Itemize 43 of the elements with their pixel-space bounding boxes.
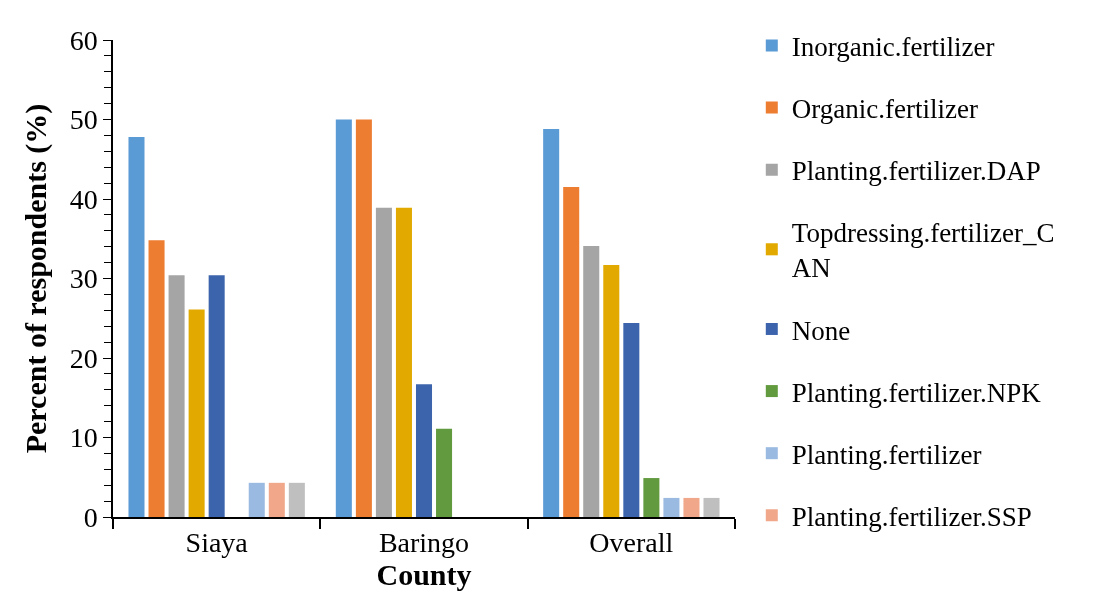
bar <box>395 207 412 517</box>
x-tick-label: Siaya <box>185 527 249 559</box>
bar <box>148 240 165 517</box>
y-tick-label: 50 <box>69 104 98 136</box>
bar <box>128 136 145 517</box>
bar <box>355 119 372 517</box>
bar <box>375 207 392 517</box>
y-tick-label: 40 <box>69 183 98 215</box>
x-tick-label: Overall <box>589 527 674 559</box>
bar <box>543 129 560 517</box>
bar <box>683 497 700 517</box>
bar <box>335 119 352 517</box>
bar <box>703 497 720 517</box>
bar <box>415 384 433 517</box>
y-tick-label: 20 <box>69 342 98 374</box>
bar <box>663 497 680 517</box>
y-tick-label: 0 <box>83 501 98 533</box>
legend-label: Topdressing.fertilizer_CAN <box>791 218 1055 284</box>
y-tick-label: 10 <box>69 422 98 454</box>
bar <box>208 275 225 517</box>
legend-label: Planting.fertilizer.NPK <box>791 377 1042 408</box>
bar <box>583 245 600 517</box>
y-axis-title: Percent of respondents (%) <box>19 103 54 454</box>
bar <box>168 275 185 517</box>
y-tick-label: 30 <box>69 263 98 295</box>
x-axis-title: County <box>376 558 472 592</box>
y-tick-label: 60 <box>69 24 98 56</box>
bar <box>436 428 453 517</box>
bar <box>268 482 285 517</box>
bar <box>188 309 205 517</box>
legend-label: Inorganic.fertilizer <box>791 32 995 62</box>
legend-label: Planting.fertilizer.SSP <box>791 501 1032 532</box>
bar <box>603 264 620 517</box>
bar <box>623 323 640 517</box>
bar <box>248 482 265 517</box>
x-tick-label: Baringo <box>378 527 470 559</box>
legend-label: Planting.fertilizer <box>791 439 982 470</box>
bar <box>563 187 580 517</box>
bar <box>288 482 305 517</box>
bar <box>643 478 660 517</box>
legend-label: Planting.fertilizer.DAP <box>791 156 1041 187</box>
legend-label: Organic.fertilizer <box>791 94 978 125</box>
legend-label: None <box>791 315 851 346</box>
